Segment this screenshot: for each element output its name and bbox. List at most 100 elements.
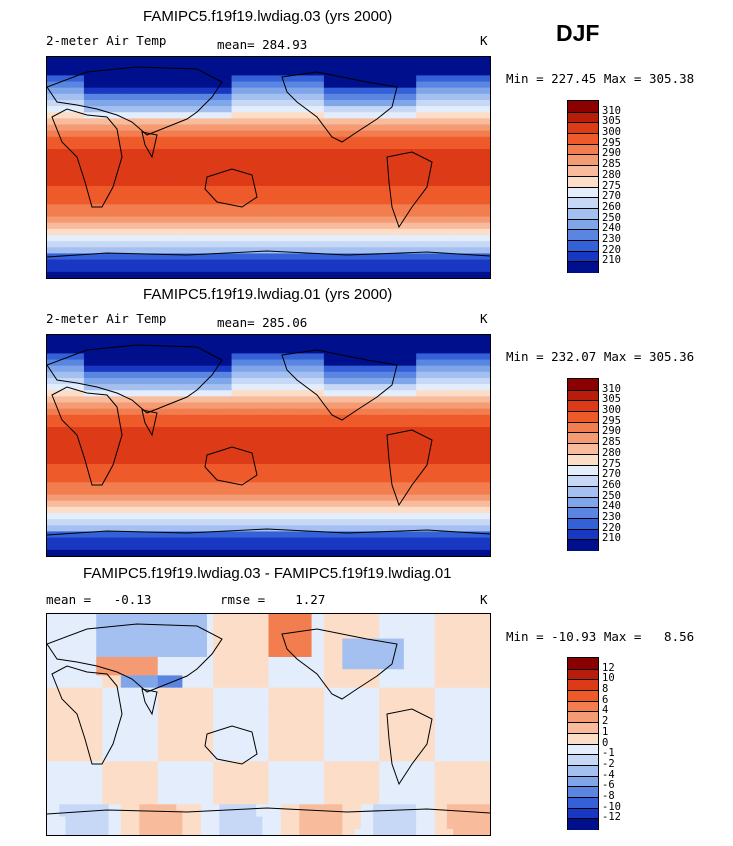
field-cell xyxy=(77,99,85,107)
field-cell xyxy=(305,359,313,367)
field-cell xyxy=(305,75,313,83)
field-cell xyxy=(299,87,307,95)
field-cell xyxy=(360,427,368,434)
field-cell xyxy=(410,408,417,416)
field-cell xyxy=(403,155,411,162)
field-cell xyxy=(157,247,165,255)
field-cell xyxy=(176,93,183,101)
field-cell xyxy=(459,500,466,508)
field-cell xyxy=(47,463,54,471)
field-cell xyxy=(176,519,183,526)
field-cell xyxy=(163,445,171,453)
field-cell xyxy=(311,81,319,89)
field-cell xyxy=(151,439,159,447)
field-cell xyxy=(145,519,153,526)
field-cell xyxy=(323,63,331,70)
field-cell xyxy=(434,265,442,273)
field-cell xyxy=(434,482,442,490)
field-cell xyxy=(108,488,116,496)
field-cell xyxy=(280,149,288,156)
field-cell xyxy=(471,75,479,83)
field-cell xyxy=(360,235,368,242)
coastline xyxy=(386,151,433,229)
field-cell xyxy=(385,57,393,64)
field-cell xyxy=(102,525,110,533)
field-cell xyxy=(293,408,300,416)
field-cell xyxy=(200,63,208,70)
field-cell xyxy=(360,149,368,156)
field-cell xyxy=(477,136,485,144)
field-cell xyxy=(250,488,257,496)
field-cell xyxy=(77,130,85,138)
field-cell xyxy=(440,476,448,483)
field-cell xyxy=(133,155,140,162)
field-cell xyxy=(163,271,171,278)
field-cell xyxy=(471,259,479,267)
field-cell xyxy=(83,63,91,70)
field-cell xyxy=(299,476,307,483)
field-cell xyxy=(71,185,79,193)
field-cell xyxy=(280,204,288,212)
field-cell xyxy=(219,155,227,162)
field-cell xyxy=(219,482,227,490)
field-cell xyxy=(256,106,263,113)
field-cell xyxy=(126,451,134,459)
field-cell xyxy=(348,204,356,212)
field-cell xyxy=(453,359,460,367)
field-cell xyxy=(446,185,454,193)
field-cell xyxy=(59,185,67,193)
field-cell xyxy=(250,427,257,434)
field-cell xyxy=(391,347,399,355)
field-cell xyxy=(330,210,337,218)
field-cell xyxy=(311,420,319,428)
field-cell xyxy=(477,439,485,447)
field-cell xyxy=(471,451,479,459)
field-cell xyxy=(83,488,91,496)
field-cell xyxy=(465,488,473,496)
field-cell xyxy=(446,179,454,187)
field-cell xyxy=(299,99,307,107)
field-cell xyxy=(348,63,356,70)
field-cell xyxy=(336,241,343,248)
field-cell xyxy=(102,63,110,70)
field-cell xyxy=(262,106,270,113)
field-cell xyxy=(446,118,454,126)
field-cell xyxy=(354,57,362,64)
field-cell xyxy=(379,433,386,440)
field-cell xyxy=(323,161,331,169)
field-cell xyxy=(366,353,374,361)
field-cell xyxy=(336,99,343,107)
field-cell xyxy=(360,353,368,361)
field-cell xyxy=(274,445,282,453)
field-cell xyxy=(126,445,134,453)
field-cell xyxy=(373,179,380,187)
field-cell xyxy=(243,402,251,410)
field-cell xyxy=(299,93,307,101)
field-cell xyxy=(274,210,282,218)
field-cell xyxy=(336,149,343,156)
field-cell xyxy=(243,347,251,355)
field-cell xyxy=(416,427,423,434)
field-cell xyxy=(182,228,190,236)
field-cell xyxy=(71,359,79,367)
field-cell xyxy=(256,500,263,508)
field-cell xyxy=(194,142,202,150)
field-cell xyxy=(293,192,300,199)
field-cell xyxy=(330,525,337,533)
field-cell xyxy=(453,179,460,187)
field-cell xyxy=(262,377,270,385)
field-cell xyxy=(219,347,227,355)
field-cell xyxy=(477,341,485,348)
field-cell xyxy=(434,216,442,224)
field-cell xyxy=(471,365,479,373)
field-cell xyxy=(225,228,233,236)
field-cell xyxy=(120,228,128,236)
field-cell xyxy=(366,445,374,453)
field-cell xyxy=(83,476,91,483)
field-cell xyxy=(262,210,270,218)
field-cell xyxy=(428,359,436,367)
field-cell xyxy=(342,408,350,416)
field-cell xyxy=(65,87,73,95)
field-cell xyxy=(120,525,128,533)
field-cell xyxy=(286,192,294,199)
